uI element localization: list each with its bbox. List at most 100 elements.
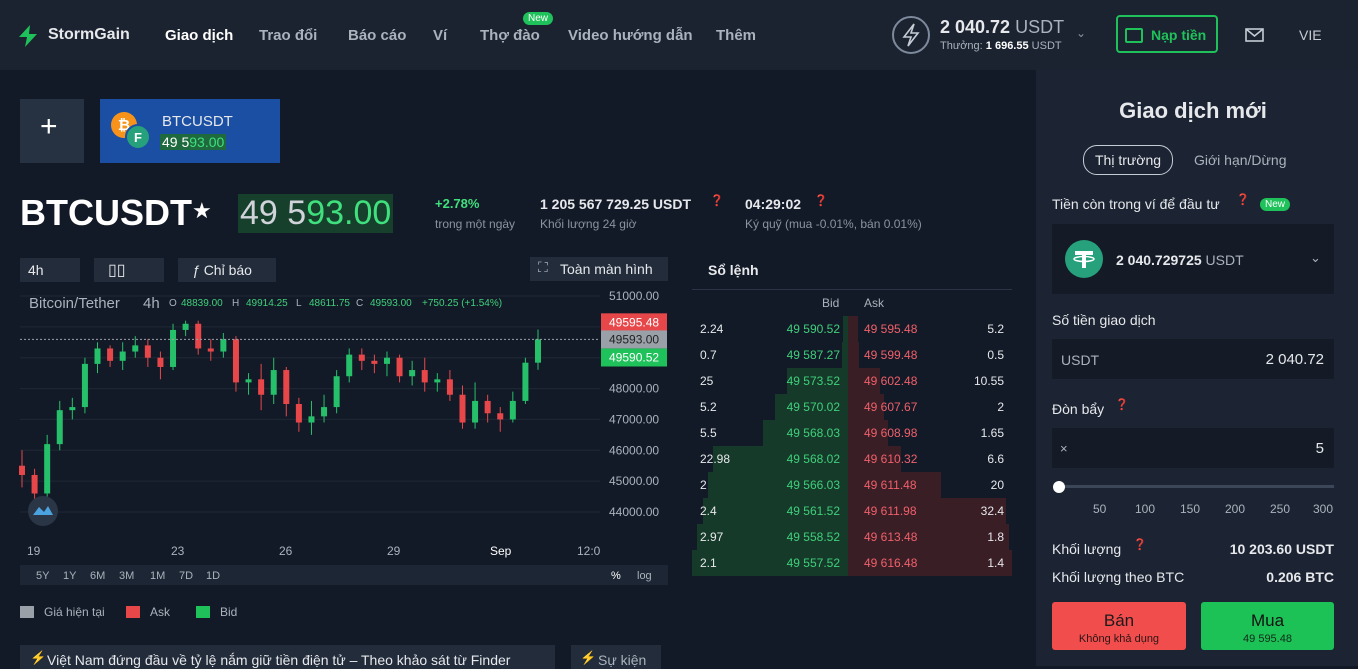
indicators-text[interactable]: Chỉ báo bbox=[203, 262, 252, 278]
ohlc-item: +750.25 (+1.54%) bbox=[422, 298, 502, 309]
nav-item[interactable]: Thêm bbox=[716, 27, 757, 44]
bid-size: 2.1 bbox=[700, 556, 717, 570]
x-tick-label: Sep bbox=[490, 544, 512, 558]
sell-button[interactable] bbox=[1052, 602, 1186, 650]
help-icon[interactable]: ❓ bbox=[1236, 194, 1250, 206]
fullscreen-button[interactable] bbox=[530, 257, 668, 281]
ask-size: 1.4 bbox=[987, 556, 1004, 570]
y-tick-label: 51000.00 bbox=[609, 289, 659, 303]
leverage-tick: 150 bbox=[1180, 502, 1201, 516]
amount-input[interactable] bbox=[1052, 339, 1334, 379]
buy-button[interactable] bbox=[1201, 602, 1334, 650]
range-option[interactable]: 7D bbox=[179, 570, 193, 582]
nav-item[interactable]: Giao dịch bbox=[165, 27, 234, 44]
help-icon[interactable]: ❓ bbox=[1133, 539, 1147, 551]
nav-item[interactable]: Trao đổi bbox=[259, 27, 318, 44]
amount-currency: USDT bbox=[1061, 352, 1100, 368]
sell-label[interactable]: Bán bbox=[1103, 611, 1135, 630]
tab-market[interactable]: Thị trường bbox=[1083, 145, 1174, 175]
deposit-label[interactable]: Nạp tiền bbox=[1151, 27, 1207, 43]
balance-caret[interactable]: ⌄ bbox=[1076, 26, 1087, 40]
ask-price: 49 602.48 bbox=[864, 374, 918, 388]
wallet-amount: 2 040.729725 USDT bbox=[1116, 252, 1244, 268]
indicators-button[interactable] bbox=[178, 258, 276, 282]
interval-button[interactable] bbox=[20, 258, 80, 282]
time: 04:29:02 bbox=[745, 196, 802, 212]
bonus-value: 1 696.55 bbox=[985, 40, 1029, 52]
balance-currency: USDT bbox=[1015, 17, 1065, 37]
leverage-thumb[interactable] bbox=[1053, 481, 1065, 493]
ask-depth bbox=[848, 498, 1006, 524]
range-option[interactable]: 3M bbox=[119, 570, 134, 582]
candle-body bbox=[44, 444, 51, 494]
bid-depth bbox=[775, 394, 848, 420]
help-icon[interactable]: ❓ bbox=[1115, 399, 1129, 411]
tab-limit[interactable]: Giới hạn/Dừng bbox=[1194, 152, 1287, 168]
bid-depth bbox=[708, 472, 848, 498]
wallet-caret[interactable]: ⌄ bbox=[1310, 250, 1321, 265]
amount-value[interactable]: 2 040.72 bbox=[1265, 351, 1324, 368]
indicators-label[interactable]: ƒ Chỉ báo bbox=[192, 262, 252, 278]
chart-type-icon: ▯▯ bbox=[108, 262, 126, 279]
nav-item[interactable]: Ví bbox=[433, 27, 448, 44]
buy-label[interactable]: Mua bbox=[1250, 611, 1285, 630]
bid-size: 2.97 bbox=[700, 530, 724, 544]
bid-size: 5.2 bbox=[700, 400, 717, 414]
bid-price: 49 557.52 bbox=[786, 556, 840, 570]
wallet-badge: New bbox=[1260, 198, 1291, 211]
wallet-currency: USDT bbox=[1205, 252, 1244, 268]
ticker-symbol: BTCUSDT bbox=[20, 192, 192, 233]
chart-type-button[interactable] bbox=[94, 258, 164, 282]
mail-icon[interactable] bbox=[1245, 28, 1265, 42]
wallet-label: Tiền còn trong ví để đầu tư bbox=[1052, 196, 1220, 212]
ohlc-item: H bbox=[232, 298, 239, 309]
usdt-icon bbox=[1065, 240, 1103, 278]
add-tab[interactable] bbox=[20, 99, 84, 163]
range-option[interactable]: 1D bbox=[206, 570, 220, 582]
legend-swatch bbox=[20, 606, 34, 618]
leverage-track[interactable] bbox=[1058, 485, 1334, 488]
interval-label[interactable]: 4h bbox=[28, 262, 44, 278]
chart-logo-mark bbox=[33, 506, 53, 515]
fullscreen-icon: ⛶ bbox=[538, 259, 548, 275]
fullscreen-label[interactable]: Toàn màn hình bbox=[560, 261, 653, 277]
help-icon[interactable]: ❓ bbox=[814, 195, 828, 207]
events-bar[interactable] bbox=[571, 645, 661, 669]
candle-body bbox=[295, 404, 302, 423]
range-option[interactable]: 1M bbox=[150, 570, 165, 582]
bid-size: 0.7 bbox=[700, 348, 717, 362]
add-tab-label[interactable]: + bbox=[40, 110, 58, 143]
candle-body bbox=[497, 413, 504, 420]
favorite-star[interactable]: ★ bbox=[192, 198, 212, 223]
x-tick-label: 12:0 bbox=[577, 544, 601, 558]
help-icon[interactable]: ❓ bbox=[710, 195, 724, 207]
scale-option[interactable]: % bbox=[611, 570, 621, 582]
volume: 1 205 567 729.25 USDT bbox=[540, 196, 691, 212]
candle-body bbox=[245, 379, 252, 383]
news-headline[interactable]: Việt Nam đứng đầu về tỷ lệ nắm giữ tiền … bbox=[47, 652, 511, 668]
deposit-button[interactable] bbox=[1116, 15, 1218, 53]
leverage-tick: 50 bbox=[1093, 502, 1107, 516]
scale-option[interactable]: log bbox=[637, 570, 652, 582]
range-option[interactable]: 6M bbox=[90, 570, 105, 582]
candle-body bbox=[182, 323, 189, 330]
news-bar[interactable] bbox=[20, 645, 555, 669]
bid-size: 5.5 bbox=[700, 426, 717, 440]
bid-depth bbox=[712, 446, 848, 472]
events-label[interactable]: Sự kiện bbox=[598, 652, 646, 668]
candle-body bbox=[459, 394, 466, 423]
range-option[interactable]: 1Y bbox=[63, 570, 77, 582]
leverage-tick: 250 bbox=[1270, 502, 1291, 516]
nav-item[interactable]: Video hướng dẫn bbox=[568, 27, 693, 44]
lang[interactable]: VIE bbox=[1299, 27, 1322, 43]
nav-item[interactable]: Báo cáo bbox=[348, 27, 407, 44]
candle-body bbox=[358, 354, 365, 361]
ask-price: 49 613.48 bbox=[864, 530, 918, 544]
leverage-input[interactable] bbox=[1052, 428, 1334, 468]
range-option[interactable]: 5Y bbox=[36, 570, 50, 582]
leverage-value[interactable]: 5 bbox=[1315, 440, 1324, 457]
ask-size: 0.5 bbox=[987, 348, 1004, 362]
legend-label: Bid bbox=[220, 605, 237, 619]
ask-price: 49 595.48 bbox=[864, 322, 918, 336]
nav-item[interactable]: Thợ đào bbox=[480, 27, 540, 44]
